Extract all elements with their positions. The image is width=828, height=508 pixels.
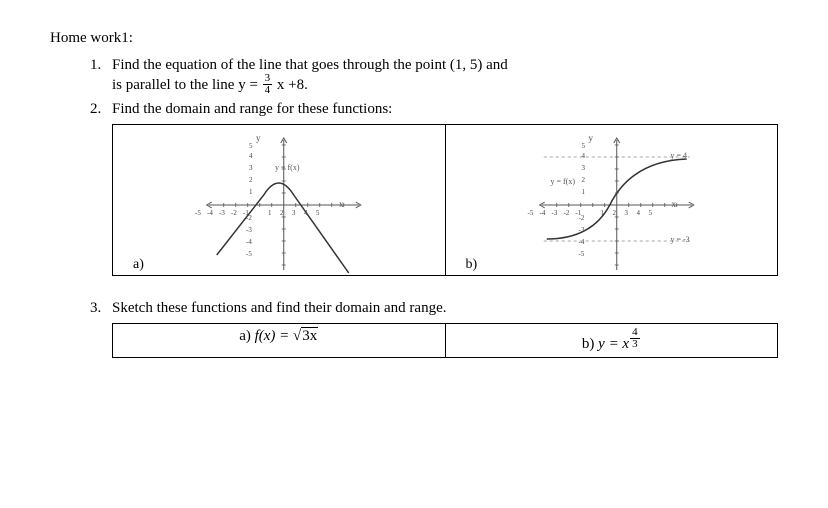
graph-a-x-label: x	[339, 199, 344, 209]
q3-a-prefix: a)	[239, 328, 254, 344]
problem-2-text: Find the domain and range for these func…	[112, 101, 392, 117]
q3-cell-b: b) y = x43	[446, 324, 778, 357]
fraction-3-4: 34	[263, 73, 273, 96]
problem-3-body: Sketch these functions and find their do…	[112, 300, 778, 358]
problem-1-number: 1.	[90, 57, 112, 97]
graph-b-fn-label: y = f(x)	[551, 177, 576, 186]
q3-b-prefix: b)	[582, 336, 598, 352]
problem-2: 2. Find the domain and range for these f…	[90, 101, 778, 296]
graph-a: y x y = f(x) -5 -4 -3 -2 -1 1 2 3 4 5 1 …	[113, 125, 446, 275]
graph-b-svg	[446, 125, 778, 275]
graph-b: y x y = f(x) y = 4 y = -3 -5 -4 -3 -2 -1…	[446, 125, 778, 275]
graph-b-label: b)	[466, 257, 478, 273]
graph-b-y-label: y	[589, 133, 594, 143]
graph-a-label: a)	[133, 257, 144, 273]
graphs-container: y x y = f(x) -5 -4 -3 -2 -1 1 2 3 4 5 1 …	[112, 124, 778, 276]
graph-a-y-label: y	[256, 133, 261, 143]
graph-b-asym-top: y = 4	[671, 151, 688, 160]
problem-3: 3. Sketch these functions and find their…	[90, 300, 778, 358]
exp-frac: 43	[630, 327, 640, 350]
sqrt-icon: 3x	[293, 328, 318, 345]
graph-b-asym-bot: y = -3	[671, 235, 690, 244]
problem-1-body: Find the equation of the line that goes …	[112, 57, 778, 97]
problem-list: 1. Find the equation of the line that go…	[50, 57, 778, 358]
graph-a-fn-label: y = f(x)	[275, 163, 300, 172]
q3-a-fn: f(x) =	[255, 328, 293, 344]
problem-1-line2b: x +8.	[273, 77, 308, 93]
page-title: Home work1:	[50, 30, 778, 47]
problem-3-number: 3.	[90, 300, 112, 358]
problem-3-text: Sketch these functions and find their do…	[112, 300, 447, 316]
graph-a-svg	[113, 125, 445, 275]
problem-2-body: Find the domain and range for these func…	[112, 101, 778, 296]
problem-1: 1. Find the equation of the line that go…	[90, 57, 778, 97]
q3-b-lhs: y = x	[598, 336, 629, 352]
q3-cell-a: a) f(x) = 3x	[113, 324, 446, 357]
problem-1-line1: Find the equation of the line that goes …	[112, 57, 508, 73]
problem-2-number: 2.	[90, 101, 112, 296]
q3-table: a) f(x) = 3x b) y = x43	[112, 323, 778, 358]
graph-b-x-label: x	[672, 199, 677, 209]
problem-1-line2a: is parallel to the line y =	[112, 77, 262, 93]
